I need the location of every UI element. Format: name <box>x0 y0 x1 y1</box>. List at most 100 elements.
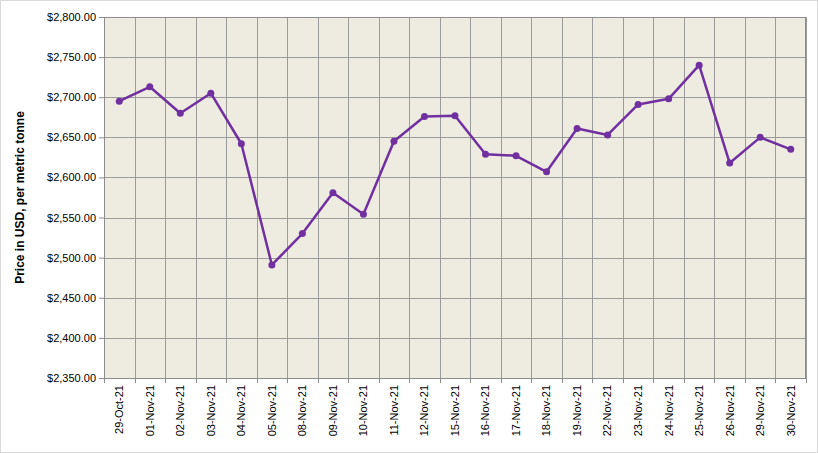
x-tick: 01-Nov-21 <box>144 378 156 436</box>
series <box>116 62 794 269</box>
y-tick: $2,500.00 <box>47 252 104 264</box>
y-tick-label: $2,750.00 <box>47 51 96 63</box>
x-tick-label: 24-Nov-21 <box>663 385 675 436</box>
x-tick-label: 18-Nov-21 <box>540 385 552 436</box>
x-tick-label: 23-Nov-21 <box>632 385 644 436</box>
y-tick-label: $2,700.00 <box>47 91 96 103</box>
grid-line <box>104 218 806 219</box>
point <box>787 146 794 153</box>
y-tick-label: $2,800.00 <box>47 11 96 23</box>
y-tick: $2,600.00 <box>47 171 104 183</box>
y-tick-label: $2,450.00 <box>47 292 96 304</box>
x-tick: 22-Nov-21 <box>601 378 613 436</box>
y-tick-mark <box>99 378 104 379</box>
category-divider <box>379 17 380 378</box>
x-tick-label: 01-Nov-21 <box>144 385 156 436</box>
x-tick: 03-Nov-21 <box>205 378 217 436</box>
plot-background <box>104 17 806 378</box>
x-boundary-tick <box>745 378 746 383</box>
x-tick: 08-Nov-21 <box>296 378 308 436</box>
y-tick-label: $2,350.00 <box>47 372 96 384</box>
grid-line <box>104 57 806 58</box>
point <box>726 160 733 167</box>
point <box>665 95 672 102</box>
x-tick: 18-Nov-21 <box>540 378 552 436</box>
y-tick-mark <box>99 177 104 178</box>
category-divider <box>440 17 441 378</box>
point <box>482 151 489 158</box>
y-grid <box>104 18 806 379</box>
x-tick-label: 10-Nov-21 <box>357 385 369 436</box>
x-tick: 09-Nov-21 <box>327 378 339 436</box>
y-tick-mark <box>99 137 104 138</box>
x-tick: 25-Nov-21 <box>693 378 705 436</box>
point <box>696 62 703 69</box>
point <box>574 125 581 132</box>
y-tick-mark <box>99 298 104 299</box>
x-boundary-tick <box>440 378 441 383</box>
x-tick: 29-Nov-21 <box>754 378 766 436</box>
category-divider <box>531 17 532 378</box>
x-tick-label: 15-Nov-21 <box>449 385 461 436</box>
x-boundary-tick <box>135 378 136 383</box>
x-boundary-tick <box>470 378 471 383</box>
grid-line <box>104 378 806 379</box>
x-boundary-tick <box>592 378 593 383</box>
category-divider <box>653 17 654 378</box>
category-divider <box>257 17 258 378</box>
y-tick-mark <box>99 338 104 339</box>
point <box>116 98 123 105</box>
category-divider <box>775 17 776 378</box>
y-axis-line <box>99 18 105 379</box>
x-tick: 11-Nov-21 <box>388 378 400 436</box>
point <box>604 131 611 138</box>
category-divider <box>562 17 563 378</box>
point <box>360 211 367 218</box>
grid-line <box>104 177 806 178</box>
x-tick-label: 17-Nov-21 <box>510 385 522 436</box>
x-tick: 04-Nov-21 <box>235 378 247 436</box>
x-boundary-tick <box>714 378 715 383</box>
x-boundary-tick <box>104 378 105 383</box>
category-divider <box>745 17 746 378</box>
y-tick: $2,800.00 <box>47 11 104 23</box>
y-tick-mark <box>99 218 104 219</box>
x-tick-label: 03-Nov-21 <box>205 385 217 436</box>
x-tick-label: 12-Nov-21 <box>418 385 430 436</box>
y-tick-mark <box>99 258 104 259</box>
category-divider <box>287 17 288 378</box>
category-divider <box>165 17 166 378</box>
line <box>119 65 790 265</box>
y-tick-label: $2,600.00 <box>47 171 96 183</box>
category-divider <box>196 17 197 378</box>
x-tick: 23-Nov-21 <box>632 378 644 436</box>
x-tick-label: 29-Oct-21 <box>113 385 125 434</box>
x-tick-label: 26-Nov-21 <box>724 385 736 436</box>
x-tick: 24-Nov-21 <box>663 378 675 436</box>
point <box>207 90 214 97</box>
y-axis-title: Price in USD, per metric tonne <box>13 111 27 284</box>
y-tick-label: $2,550.00 <box>47 212 96 224</box>
y-tick: $2,550.00 <box>47 212 104 224</box>
x-tick: 17-Nov-21 <box>510 378 522 436</box>
x-boundary-tick <box>196 378 197 383</box>
x-tick: 05-Nov-21 <box>266 378 278 436</box>
y-tick-mark <box>99 17 104 18</box>
grid-line <box>104 298 806 299</box>
x-boundary-tick <box>684 378 685 383</box>
x-tick-label: 05-Nov-21 <box>266 385 278 436</box>
x-boundary-tick <box>226 378 227 383</box>
category-divider <box>623 17 624 378</box>
x-axis: 29-Oct-2101-Nov-2102-Nov-2103-Nov-2104-N… <box>105 378 807 436</box>
category-divider <box>592 17 593 378</box>
x-boundary-tick <box>287 378 288 383</box>
x-boundary-tick <box>379 378 380 383</box>
x-boundary-tick <box>318 378 319 383</box>
x-tick-label: 19-Nov-21 <box>571 385 583 436</box>
point <box>543 168 550 175</box>
x-axis-line <box>105 378 807 379</box>
x-boundary-tick <box>409 378 410 383</box>
chart: $2,350.00$2,400.00$2,450.00$2,500.00$2,5… <box>0 0 818 453</box>
plot-frame <box>105 18 806 379</box>
y-tick: $2,650.00 <box>47 131 104 143</box>
